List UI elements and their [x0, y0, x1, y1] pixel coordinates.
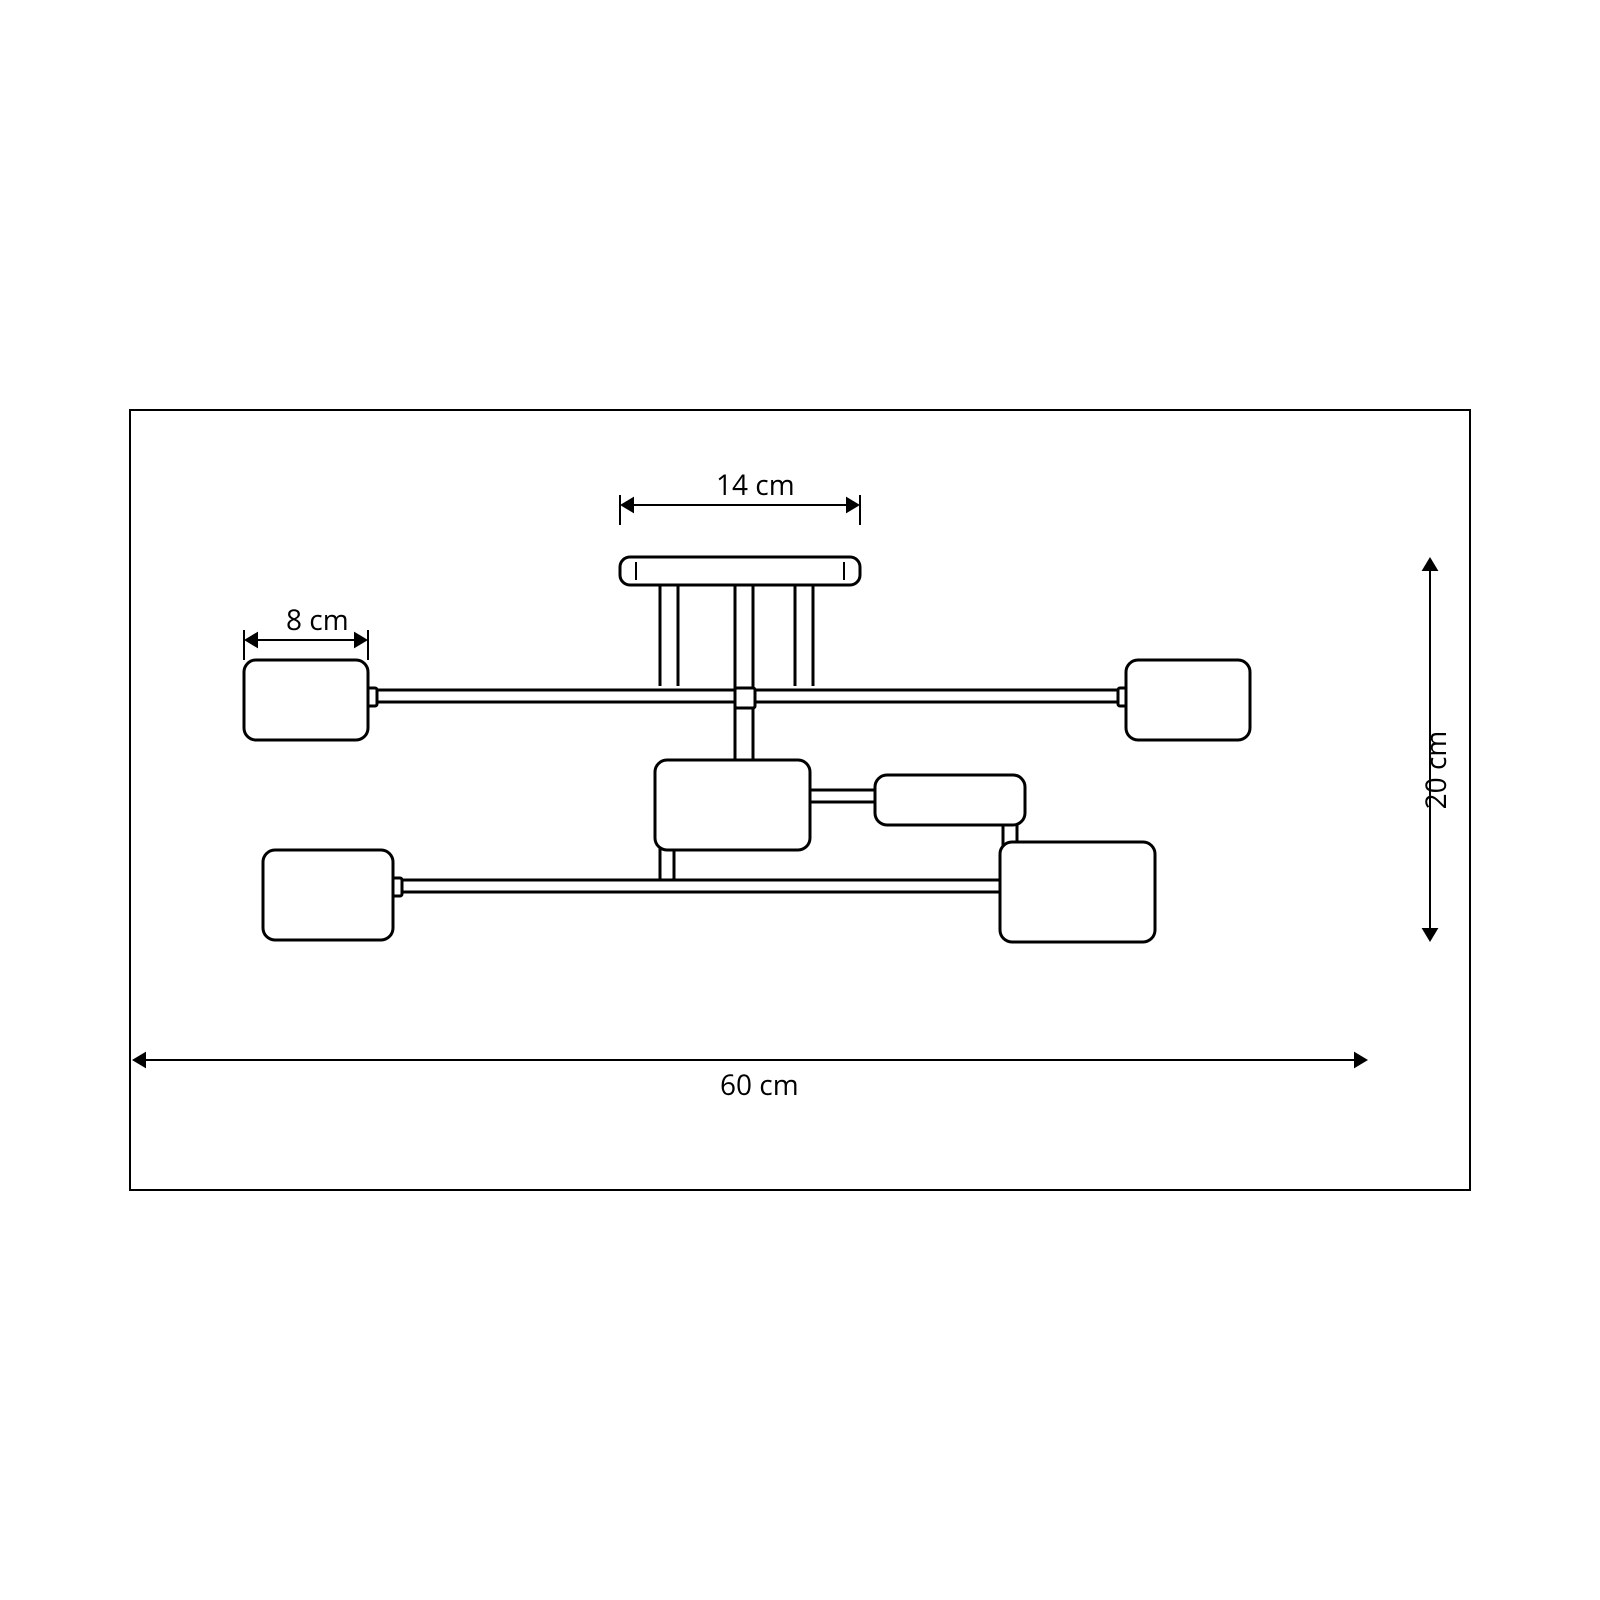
dimension-vertical: 20 cm — [1417, 557, 1455, 942]
svg-text:14 cm: 14 cm — [716, 466, 795, 504]
dimension-horizontal: 8 cm — [244, 601, 368, 660]
svg-text:8 cm: 8 cm — [286, 601, 349, 639]
svg-text:20 cm: 20 cm — [1417, 731, 1455, 810]
lamp-fixture — [244, 557, 1250, 942]
lamp-shade — [1000, 842, 1155, 942]
dimension-horizontal: 14 cm — [620, 466, 860, 525]
lamp-shade — [263, 850, 393, 940]
lamp-shade — [1126, 660, 1250, 740]
svg-text:60 cm: 60 cm — [720, 1066, 799, 1104]
lamp-shade — [655, 760, 810, 850]
lamp-shade — [875, 775, 1025, 825]
dimension-horizontal: 60 cm — [132, 1052, 1368, 1104]
lamp-shade — [244, 660, 368, 740]
